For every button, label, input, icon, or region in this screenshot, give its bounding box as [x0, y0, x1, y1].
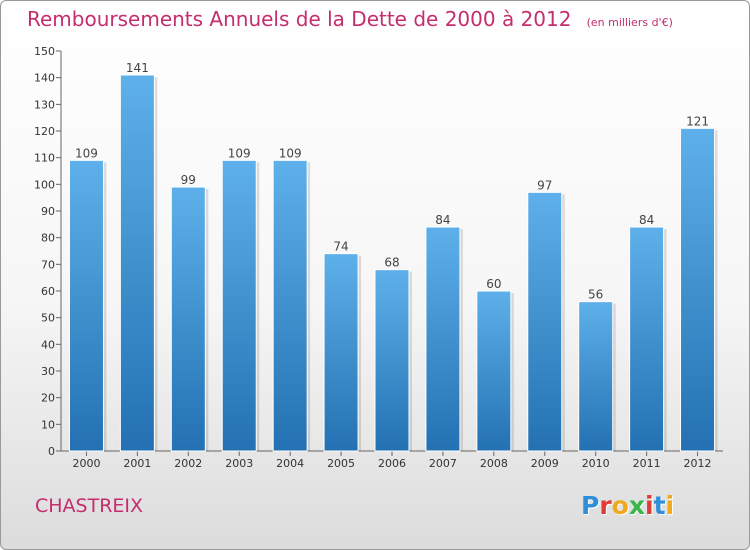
y-tick-label: 70 [41, 258, 55, 271]
x-tick-label: 2005 [327, 457, 355, 470]
x-tick-label: 2012 [684, 457, 712, 470]
chart-axes: 0 10 20 30 40 50 60 70 80 90 100 110 120 130 140 150 200… [34, 45, 723, 470]
bar-2012 [680, 127, 716, 452]
x-tick-label: 2011 [633, 457, 661, 470]
bar-2001 [119, 74, 155, 452]
chart-bars [68, 74, 718, 452]
data-label-2008: 60 [486, 277, 501, 291]
y-tick-label: 20 [41, 392, 55, 405]
x-tick-label: 2006 [378, 457, 406, 470]
y-tick-label: 80 [41, 232, 55, 245]
data-label-2009: 97 [537, 178, 552, 192]
logo-letter: x [628, 491, 645, 520]
bar-2004 [272, 159, 308, 452]
x-tick-label: 2009 [531, 457, 559, 470]
y-tick-label: 120 [34, 125, 55, 138]
logo-letter: i [665, 491, 675, 520]
data-label-2011: 84 [639, 213, 654, 227]
bar-2003 [221, 159, 257, 452]
logo-letter: i [645, 491, 654, 520]
data-label-2003: 109 [228, 146, 251, 160]
chart-title-block: Remboursements Annuels de la Dette de 20… [27, 7, 673, 31]
logo-letter: t [653, 491, 666, 520]
y-tick-label: 50 [41, 312, 55, 325]
chart-unit: (en milliers d'€) [586, 16, 673, 29]
data-label-2001: 141 [126, 61, 149, 75]
bar-2002 [170, 186, 206, 452]
bar-2011 [629, 226, 665, 452]
proxiti-logo[interactable]: Proxiti [581, 491, 674, 520]
data-label-2007: 84 [435, 213, 450, 227]
y-tick-label: 60 [41, 285, 55, 298]
y-tick-label: 30 [41, 365, 55, 378]
y-tick-label: 100 [34, 178, 55, 191]
x-tick-label: 2003 [225, 457, 253, 470]
y-tick-label: 140 [34, 72, 55, 85]
bar-2010 [578, 301, 614, 452]
logo-letter: r [599, 491, 612, 520]
chart-data-labels: 109 141 99 109 109 74 68 84 60 97 56 84 121 [75, 61, 709, 302]
y-tick-label: 150 [34, 45, 55, 58]
bar-2008 [476, 290, 512, 452]
y-tick-label: 0 [48, 445, 55, 458]
x-tick-label: 2007 [429, 457, 457, 470]
x-tick-label: 2008 [480, 457, 508, 470]
bar-2009 [527, 191, 563, 452]
y-tick-label: 110 [34, 152, 55, 165]
x-tick-label: 2004 [276, 457, 304, 470]
y-tick-label: 10 [41, 418, 55, 431]
data-label-2010: 56 [588, 288, 603, 302]
data-label-2000: 109 [75, 146, 98, 160]
x-tick-label: 2010 [582, 457, 610, 470]
chart-title: Remboursements Annuels de la Dette de 20… [27, 7, 572, 31]
y-tick-label: 90 [41, 205, 55, 218]
bar-2005 [323, 253, 359, 452]
data-label-2004: 109 [279, 146, 302, 160]
data-label-2005: 74 [333, 240, 348, 254]
y-tick-label: 40 [41, 338, 55, 351]
bar-2000 [68, 159, 104, 452]
x-tick-label: 2000 [72, 457, 100, 470]
data-label-2012: 121 [686, 114, 709, 128]
x-tick-label: 2001 [123, 457, 151, 470]
x-tick-label: 2002 [174, 457, 202, 470]
bar-2007 [425, 226, 461, 452]
data-label-2006: 68 [384, 256, 399, 270]
bar-2006 [374, 269, 410, 452]
data-label-2002: 99 [181, 173, 196, 187]
commune-name: CHASTREIX [35, 495, 144, 517]
y-tick-label: 130 [34, 98, 55, 111]
logo-letter: P [581, 491, 600, 520]
logo-letter: o [611, 491, 629, 520]
